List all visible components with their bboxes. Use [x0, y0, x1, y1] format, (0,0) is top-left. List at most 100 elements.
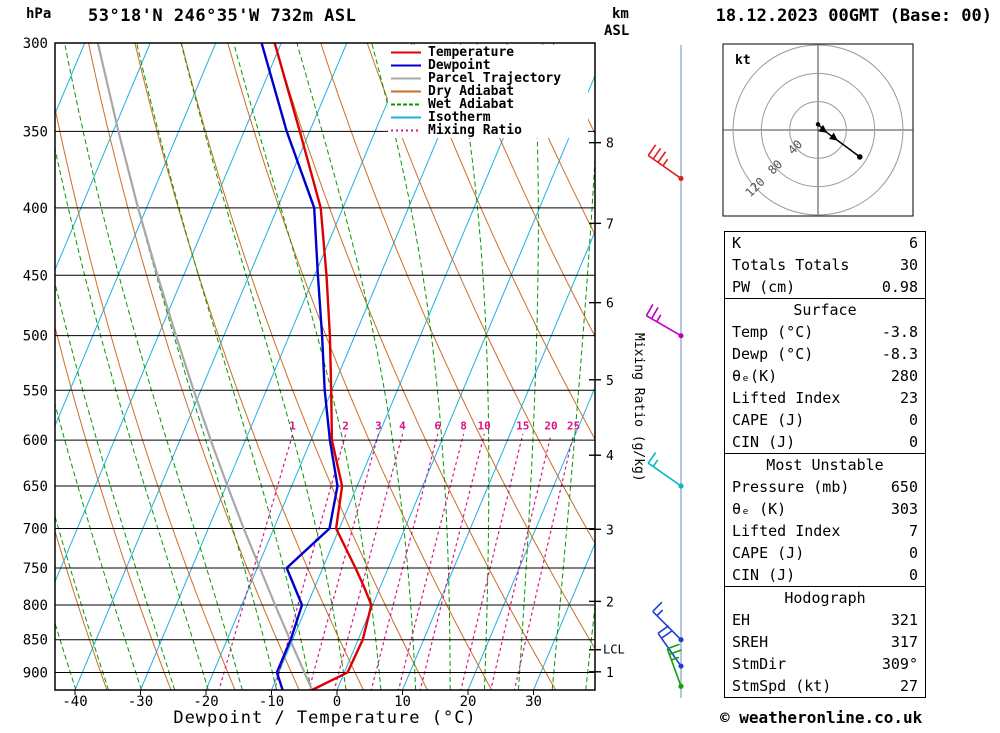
stat-row: CIN (J) 0	[725, 564, 925, 586]
mixing-ratio-tick-label: 10	[478, 419, 491, 432]
stat-value: 0.98	[881, 278, 918, 296]
stat-value: 280	[890, 367, 918, 385]
pressure-tick-label: 400	[23, 201, 48, 217]
mixing-ratio-tick-label: 3	[375, 419, 382, 432]
stat-value: 23	[899, 389, 918, 407]
temp-tick-label: 10	[394, 694, 411, 710]
stat-label: K	[732, 234, 742, 252]
pressure-tick-label: 300	[23, 36, 48, 52]
pressure-tick-label: 750	[23, 561, 48, 577]
stat-label: Temp (°C)	[732, 323, 814, 341]
stats-section-title: Hodograph	[784, 589, 866, 607]
stat-value: 321	[890, 611, 918, 629]
stat-row: StmDir 309°	[725, 653, 925, 675]
parcel-trajectory-curve	[96, 43, 314, 690]
km-axis-ticks: 1 2 3 4 5 6 7 8 LCL	[589, 137, 625, 681]
stat-row: CAPE (J) 0	[725, 409, 925, 431]
stat-label: Pressure (mb)	[732, 478, 850, 496]
stats-section: K 6 Totals Totals 30 PW (cm) 0.98	[724, 231, 926, 299]
lcl-label: LCL	[603, 643, 625, 657]
stat-value: 7	[908, 522, 918, 540]
stat-value: 309°	[881, 655, 918, 673]
stat-label: CAPE (J)	[732, 411, 805, 429]
temp-axis-ticks: -40 -30 -20 -10 0 10 20 30	[62, 690, 542, 710]
legend-item: Dewpoint	[390, 58, 588, 73]
dewpoint-curve	[260, 43, 339, 690]
pressure-tick-label: 600	[23, 433, 48, 449]
stat-row: θₑ (K) 303	[725, 498, 925, 520]
stat-label: θₑ (K)	[732, 500, 787, 518]
mixing-ratio-tick-label: 25	[567, 419, 580, 432]
stat-value: 0	[908, 433, 918, 451]
wet-adiabats-group	[55, 43, 595, 690]
stat-value: -8.3	[881, 345, 918, 363]
pressure-tick-label: 500	[23, 329, 48, 345]
hodograph-arrowhead	[829, 132, 838, 141]
pressure-tick-label: 450	[23, 268, 48, 284]
stat-value: 30	[899, 256, 918, 274]
legend-label: Mixing Ratio	[428, 123, 522, 138]
wind-barb	[647, 144, 684, 182]
stat-row: EH 321	[725, 609, 925, 631]
stat-label: Dewp (°C)	[732, 345, 814, 363]
stats-section: Most Unstable Pressure (mb) 650 θₑ (K) 303 Li…	[724, 453, 926, 587]
stat-row: StmSpd (kt) 27	[725, 675, 925, 697]
wind-barb	[652, 601, 684, 643]
stat-row: Dewp (°C) -8.3	[725, 343, 925, 365]
stat-label: θₑ(K)	[732, 367, 778, 385]
temp-tick-label: -10	[259, 694, 284, 710]
mixing-ratio-tick-label: 6	[434, 419, 441, 432]
stat-label: StmSpd (kt)	[732, 677, 832, 695]
legend-label: Isotherm	[428, 110, 491, 125]
stat-value: 650	[890, 478, 918, 496]
temperature-axis-label: Dewpoint / Temperature (°C)	[173, 708, 477, 728]
legend-item: Isotherm	[390, 110, 588, 125]
run-date: 18.12.2023 00GMT (Base: 00)	[715, 6, 992, 26]
plot-border	[54, 42, 596, 691]
legend-item: Dry Adiabat	[390, 84, 588, 99]
stat-value: 6	[908, 234, 918, 252]
stat-row: Pressure (mb) 650	[725, 476, 925, 498]
temp-tick-label: 20	[460, 694, 477, 710]
hodograph-arrowhead	[818, 124, 828, 133]
mixing-ratio-tick-label: 8	[460, 419, 467, 432]
km-axis-unit-2: ASL	[604, 23, 630, 39]
mixing-ratio-tick-label: 15	[516, 419, 529, 432]
stats-section-title: Most Unstable	[766, 456, 884, 474]
stat-row: PW (cm) 0.98	[725, 276, 925, 298]
pressure-axis-unit: hPa	[26, 6, 52, 22]
copyright: © weatheronline.co.uk	[720, 708, 923, 727]
page-title: 53°18'N 246°35'W 732m ASL	[88, 6, 357, 26]
pressure-tick-label: 350	[23, 124, 48, 140]
legend-label: Wet Adiabat	[428, 97, 515, 112]
wind-barb	[657, 625, 684, 669]
temperature-curve	[273, 43, 373, 690]
pressure-tick-label: 550	[23, 383, 48, 399]
km-axis-unit: km	[612, 6, 629, 22]
wind-barb	[647, 451, 684, 489]
stat-value: 0	[908, 566, 918, 584]
legend-item: Mixing Ratio	[390, 123, 588, 138]
stat-value: 27	[899, 677, 918, 695]
stat-label: PW (cm)	[732, 278, 796, 296]
legend-label: Parcel Trajectory	[428, 71, 562, 86]
stat-label: Lifted Index	[732, 522, 841, 540]
stat-value: 303	[890, 500, 918, 518]
hodograph-unit-label: kt	[735, 53, 751, 68]
stats-section-title: Surface	[793, 301, 857, 319]
pressure-tick-label: 800	[23, 598, 48, 614]
stat-value: 0	[908, 544, 918, 562]
legend-line-swatch	[391, 129, 421, 132]
wind-barb	[666, 643, 684, 689]
wind-profile-column	[645, 45, 684, 698]
stats-section: Surface Temp (°C) -3.8 Dewp (°C) -8.3 θₑ(K) 28…	[724, 298, 926, 454]
km-tick-label: 2	[606, 595, 614, 610]
stat-row: Totals Totals 30	[725, 254, 925, 276]
stat-row: CIN (J) 0	[725, 431, 925, 453]
mixing-ratio-tick-label: 4	[399, 419, 406, 432]
stat-row: CAPE (J) 0	[725, 542, 925, 564]
stat-label: CAPE (J)	[732, 544, 805, 562]
km-tick-label: 3	[606, 523, 614, 538]
stat-label: Lifted Index	[732, 389, 841, 407]
